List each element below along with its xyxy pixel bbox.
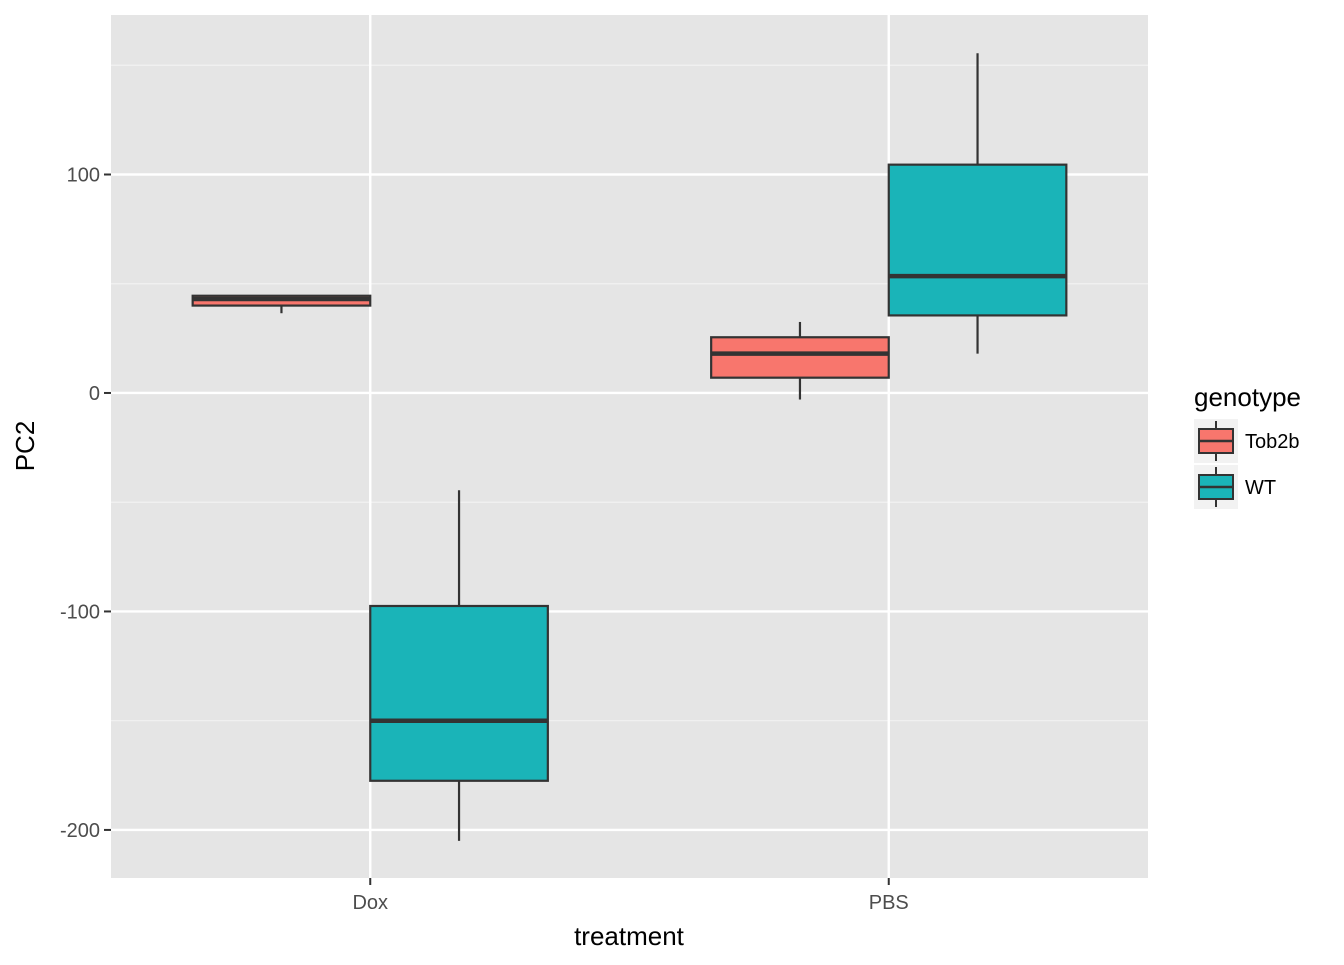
box-Tob2b-Dox [191, 294, 372, 314]
y-tick-label: -100 [60, 601, 100, 623]
x-axis-title: treatment [574, 921, 685, 951]
legend-item-WT: WT [1194, 465, 1276, 509]
y-axis-title: PC2 [10, 421, 40, 472]
x-tick-label: Dox [352, 892, 388, 914]
box-WT-Dox [369, 490, 549, 841]
legend-label: WT [1245, 477, 1276, 499]
x-tick-label: PBS [869, 892, 909, 914]
plot-panel [111, 15, 1148, 878]
legend-title: genotype [1194, 382, 1301, 412]
box-WT-PBS [887, 53, 1068, 354]
legend-label: Tob2b [1245, 431, 1300, 453]
grid-lines [111, 15, 1148, 878]
legend-item-Tob2b: Tob2b [1194, 419, 1300, 463]
y-tick-label: -200 [60, 820, 100, 842]
legend: genotype Tob2b WT [1194, 382, 1301, 509]
box-body [369, 604, 549, 782]
boxes [191, 53, 1068, 841]
box-body [710, 336, 890, 379]
y-tick-label: 100 [67, 164, 100, 186]
axes: -200 -100 0 100 Dox PBS [60, 164, 909, 914]
box-Tob2b-PBS [710, 321, 890, 400]
box-body [887, 163, 1068, 317]
y-tick-label: 0 [89, 383, 100, 405]
